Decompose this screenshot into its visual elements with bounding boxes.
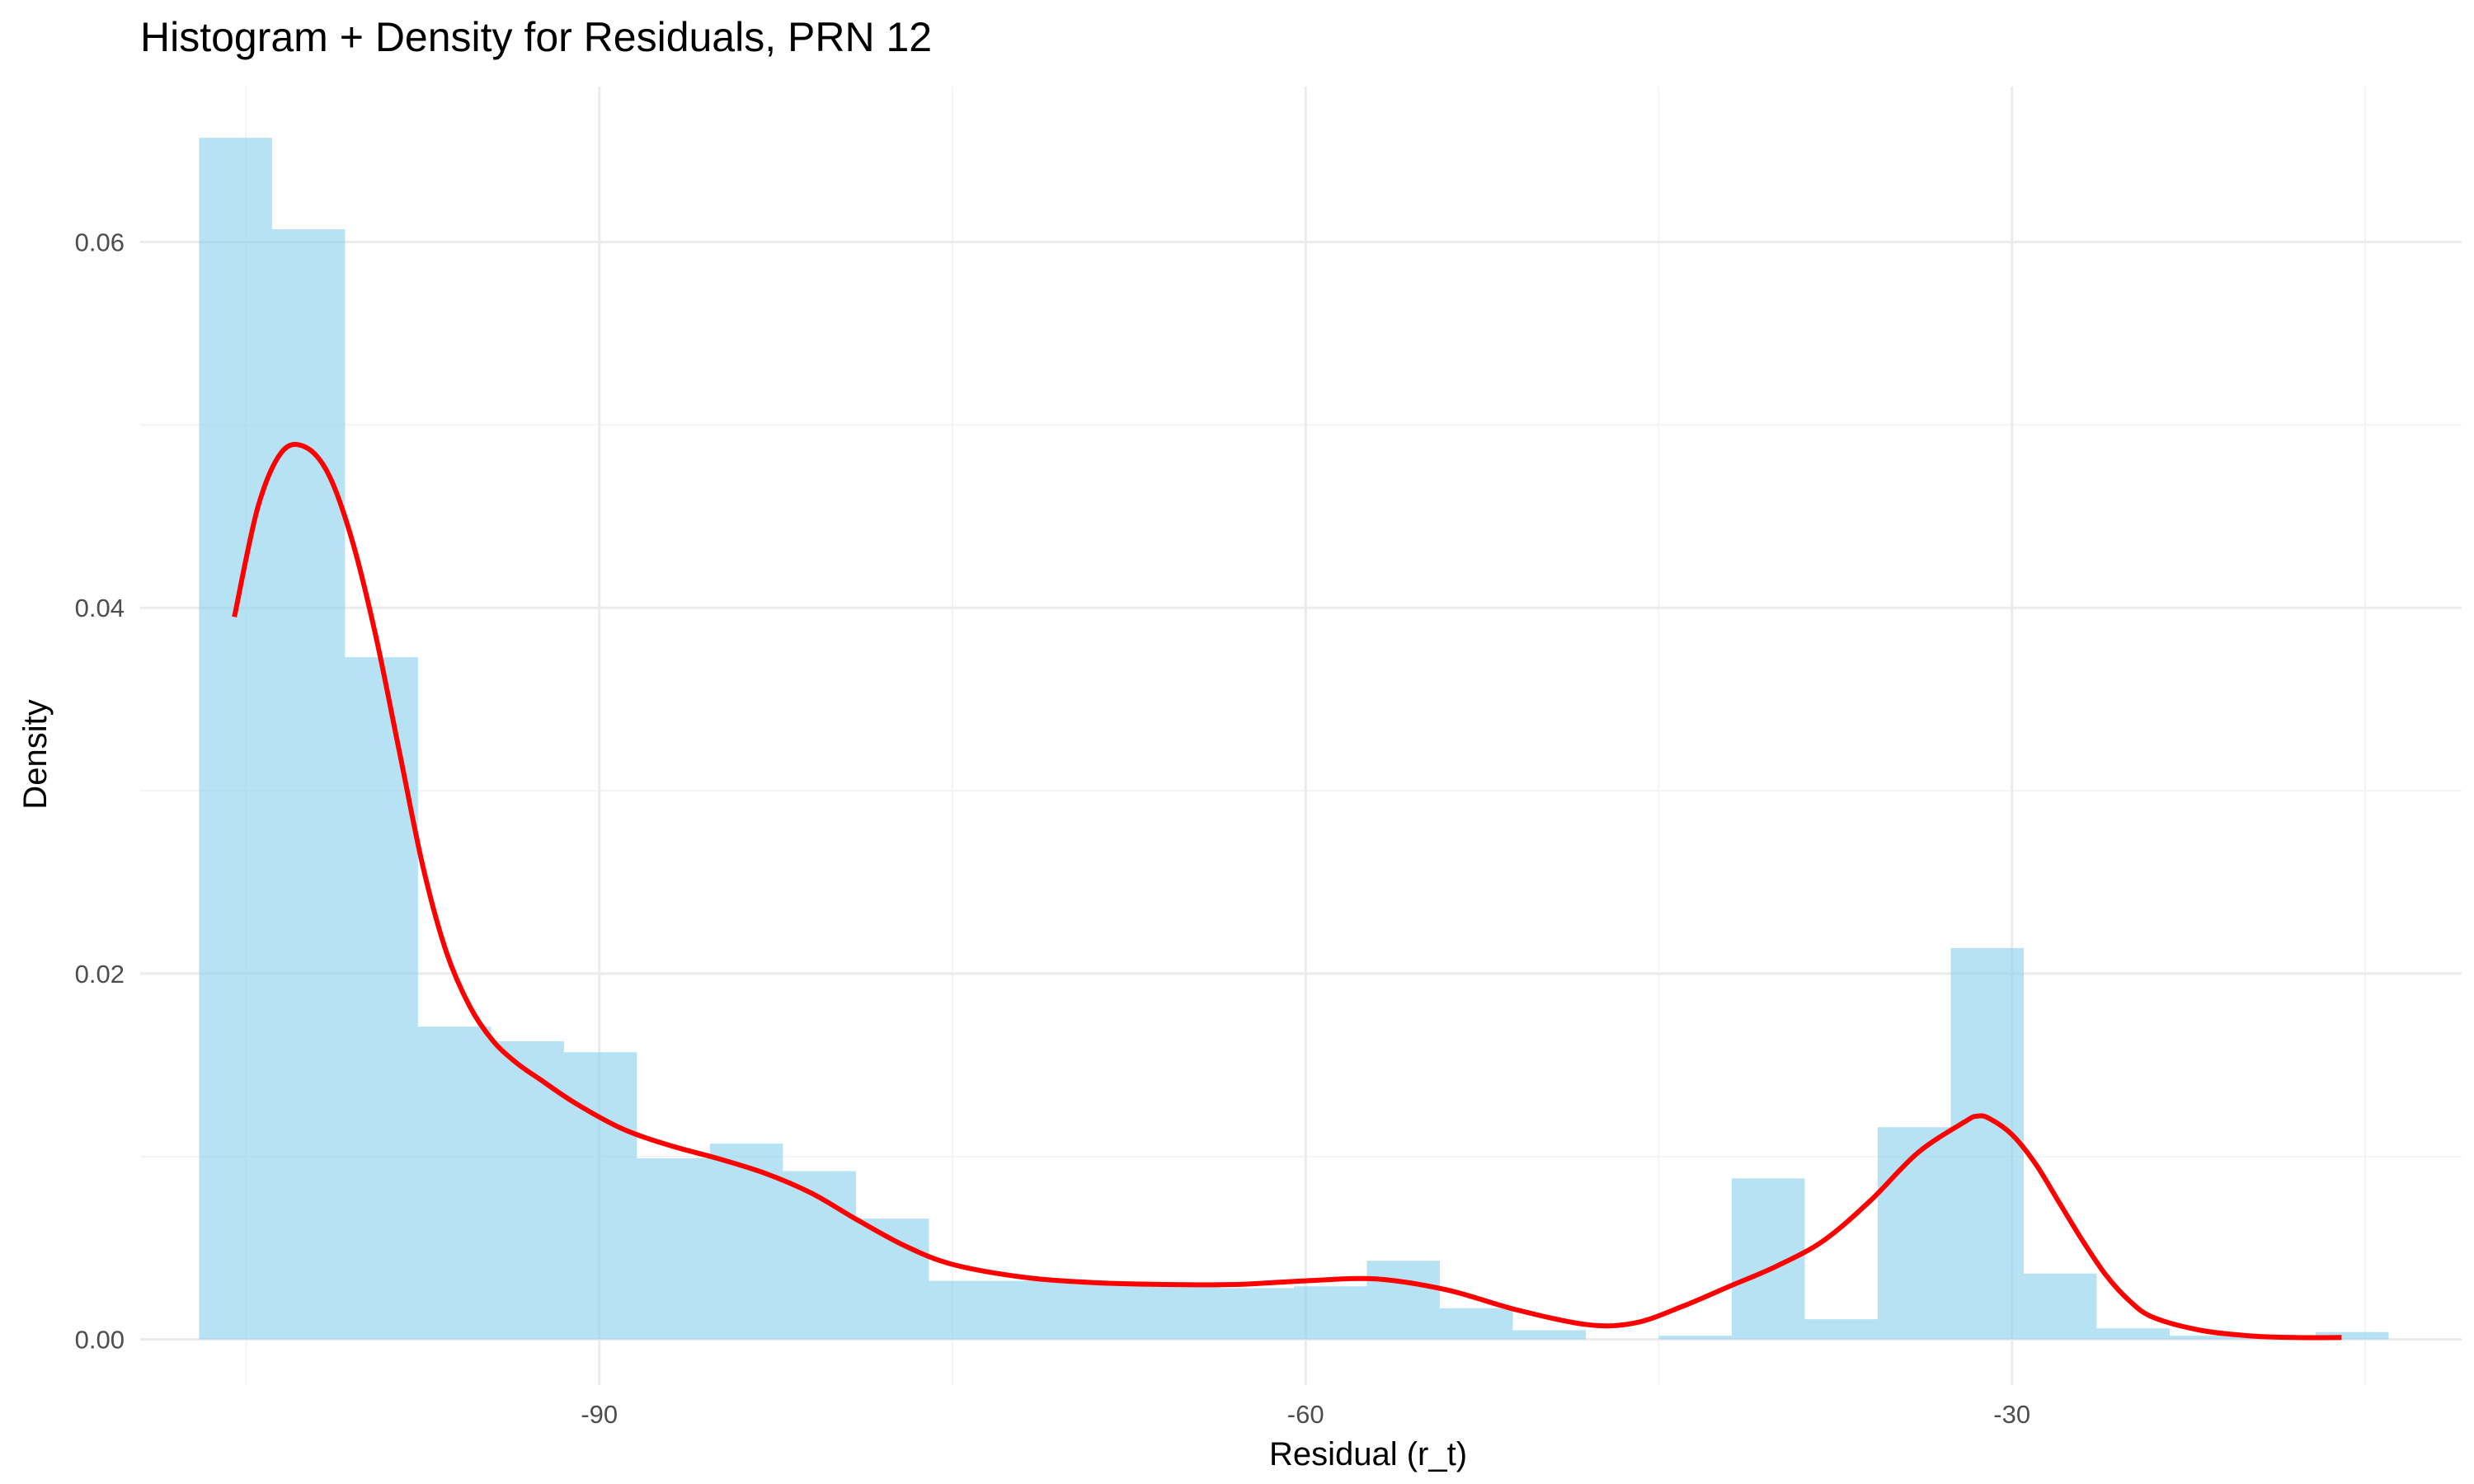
- histogram-bar: [1804, 1319, 1878, 1340]
- density-curve: [232, 441, 2342, 1341]
- histogram-bar: [1366, 1261, 1440, 1340]
- histogram-bar: [1147, 1286, 1221, 1340]
- histogram-bar: [1001, 1280, 1075, 1340]
- histogram-bar: [271, 229, 346, 1340]
- histogram-bar: [1293, 1286, 1367, 1340]
- histogram-bar: [1439, 1308, 1513, 1340]
- histogram-bar: [2315, 1331, 2389, 1340]
- chart-title: Histogram + Density for Residuals, PRN 1…: [140, 14, 932, 60]
- y-tick-label: 0.00: [75, 1326, 125, 1355]
- histogram-bar: [929, 1280, 1002, 1340]
- tick-labels: -90 -60 -30 0.00 0.02 0.04 0.06: [75, 228, 2030, 1429]
- x-tick-label: -90: [581, 1400, 618, 1429]
- histogram-bar: [1950, 947, 2024, 1340]
- x-tick-label: -60: [1287, 1400, 1324, 1429]
- x-tick-label: -30: [1993, 1400, 2030, 1429]
- histogram-bar: [1658, 1336, 1732, 1340]
- histogram-bar: [709, 1144, 783, 1340]
- x-axis-title: Residual (r_t): [1269, 1436, 1467, 1472]
- histogram-bar: [2169, 1336, 2243, 1340]
- histogram-bar: [1512, 1330, 1586, 1340]
- y-axis-title: Density: [17, 699, 54, 809]
- histogram-bar: [1877, 1127, 1951, 1340]
- histogram-bar: [345, 657, 418, 1340]
- histogram-bars: [199, 138, 2389, 1340]
- histogram-bar: [1221, 1288, 1294, 1340]
- histogram-bar: [2023, 1273, 2097, 1340]
- histogram-bar: [199, 138, 272, 1340]
- histogram-bar: [563, 1052, 637, 1340]
- histogram-bar: [491, 1040, 564, 1340]
- y-tick-label: 0.06: [75, 228, 125, 257]
- histogram-bar: [2096, 1328, 2170, 1340]
- density-curve-layer: [232, 441, 2342, 1341]
- y-tick-label: 0.02: [75, 960, 125, 989]
- y-tick-label: 0.04: [75, 594, 125, 622]
- histogram-bar: [417, 1026, 492, 1340]
- histogram-bar: [1075, 1284, 1148, 1340]
- histogram-bar: [637, 1158, 710, 1340]
